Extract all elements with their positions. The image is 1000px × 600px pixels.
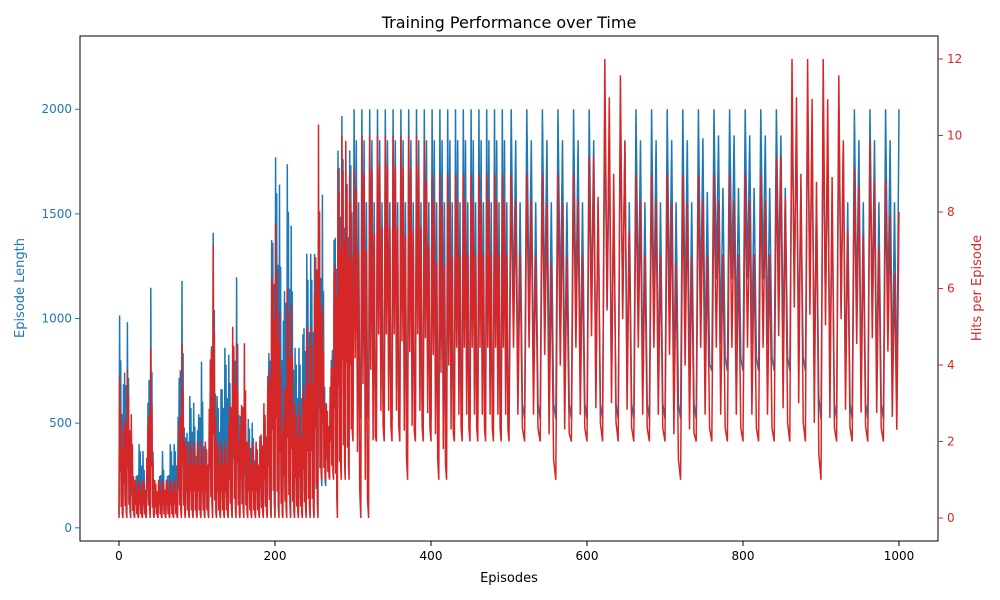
y-left-tick-label: 500 bbox=[49, 416, 72, 430]
y-left-tick-label: 1500 bbox=[41, 207, 72, 221]
x-tick-label: 1000 bbox=[884, 549, 915, 563]
x-axis-ticks: 0 200 400 600 800 1000 bbox=[115, 541, 914, 563]
x-tick-label: 0 bbox=[115, 549, 123, 563]
y-right-tick-label: 10 bbox=[947, 128, 962, 142]
y-left-tick-label: 1000 bbox=[41, 312, 72, 326]
y-right-tick-label: 0 bbox=[947, 511, 955, 525]
y-right-tick-label: 4 bbox=[947, 358, 955, 372]
x-axis-label: Episodes bbox=[480, 571, 538, 586]
y-right-axis-label: Hits per Episode bbox=[970, 235, 985, 341]
hits-per-episode-line bbox=[118, 58, 900, 519]
y-left-axis-ticks: 0 500 1000 1500 2000 bbox=[41, 102, 80, 535]
x-tick-label: 600 bbox=[576, 549, 599, 563]
y-left-axis-label: Episode Length bbox=[13, 238, 28, 338]
y-right-tick-label: 8 bbox=[947, 205, 955, 219]
x-tick-label: 800 bbox=[732, 549, 755, 563]
y-right-axis-ticks: 0 2 4 6 8 10 12 bbox=[938, 52, 962, 525]
plot-area bbox=[79, 35, 939, 542]
y-left-tick-label: 2000 bbox=[41, 102, 72, 116]
series-hits-per-episode bbox=[118, 58, 900, 519]
y-left-tick-label: 0 bbox=[64, 521, 72, 535]
y-right-tick-label: 12 bbox=[947, 52, 962, 66]
y-right-tick-label: 6 bbox=[947, 282, 955, 296]
y-right-tick-label: 2 bbox=[947, 435, 955, 449]
x-tick-label: 400 bbox=[420, 549, 443, 563]
x-tick-label: 200 bbox=[264, 549, 287, 563]
chart-title: Training Performance over Time bbox=[381, 13, 637, 32]
